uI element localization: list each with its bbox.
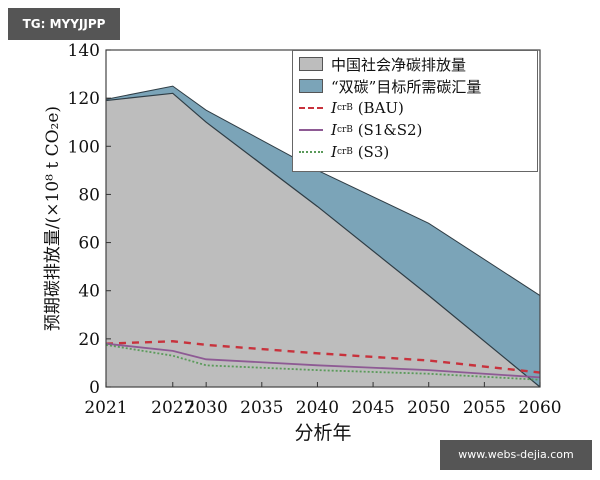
legend-subscript: crB xyxy=(336,147,353,157)
y-tick-label: 120 xyxy=(68,89,100,109)
y-tick-label: 140 xyxy=(68,41,100,61)
y-tick-label: 40 xyxy=(78,282,100,302)
x-tick-label: 2040 xyxy=(296,398,339,418)
net-emissions-outline xyxy=(105,92,541,388)
legend-symbol: I xyxy=(331,121,337,139)
series-line-2 xyxy=(105,342,541,379)
legend-subscript: crB xyxy=(336,125,353,135)
x-axis-label: 分析年 xyxy=(294,422,351,444)
watermark-bottom-right: www.webs-dejia.com xyxy=(440,440,592,470)
x-tick-label: 2021 xyxy=(84,398,127,418)
x-tick-label: 2050 xyxy=(407,398,450,418)
legend-subscript: crB xyxy=(336,103,353,113)
legend-symbol: I xyxy=(331,99,337,117)
series-line-3 xyxy=(105,343,541,381)
legend-swatch-blue xyxy=(299,79,323,93)
legend-swatch-grey xyxy=(299,57,323,71)
y-tick-label: 20 xyxy=(78,330,100,350)
y-axis-label: 预期碳排放量/(×10⁸ t CO₂e) xyxy=(43,106,63,331)
legend-dotted-line-icon xyxy=(299,151,323,153)
net-emissions-area xyxy=(106,93,540,387)
legend-solid-line-icon xyxy=(299,129,323,131)
legend-item-net-emissions: 中国社会净碳排放量 xyxy=(299,53,466,75)
watermark-top-left: TG: MYYJJPP xyxy=(8,8,120,40)
legend-symbol: I xyxy=(331,143,337,161)
x-tick-label: 2045 xyxy=(351,398,394,418)
x-tick-label: 2060 xyxy=(518,398,561,418)
legend-label: (S1&S2) xyxy=(357,121,423,139)
carbon-sink-outline xyxy=(105,85,541,296)
legend-dashed-line-icon xyxy=(299,107,323,109)
y-tick-label: 0 xyxy=(89,378,100,398)
y-tick-label: 60 xyxy=(78,234,100,254)
legend-item-carbon-sink: “双碳”目标所需碳汇量 xyxy=(299,75,481,97)
legend-label: (BAU) xyxy=(357,99,404,117)
legend-label: 中国社会净碳排放量 xyxy=(331,55,467,74)
series-line-1 xyxy=(105,340,541,374)
x-tick-label: 2030 xyxy=(185,398,228,418)
x-tick-label: 2027 xyxy=(151,398,194,418)
legend-label: (S3) xyxy=(357,143,390,161)
legend-label: “双碳”目标所需碳汇量 xyxy=(331,77,482,96)
y-tick-label: 80 xyxy=(78,185,100,205)
x-tick-label: 2035 xyxy=(240,398,283,418)
y-tick-label: 100 xyxy=(68,137,100,157)
x-tick-label: 2055 xyxy=(463,398,506,418)
